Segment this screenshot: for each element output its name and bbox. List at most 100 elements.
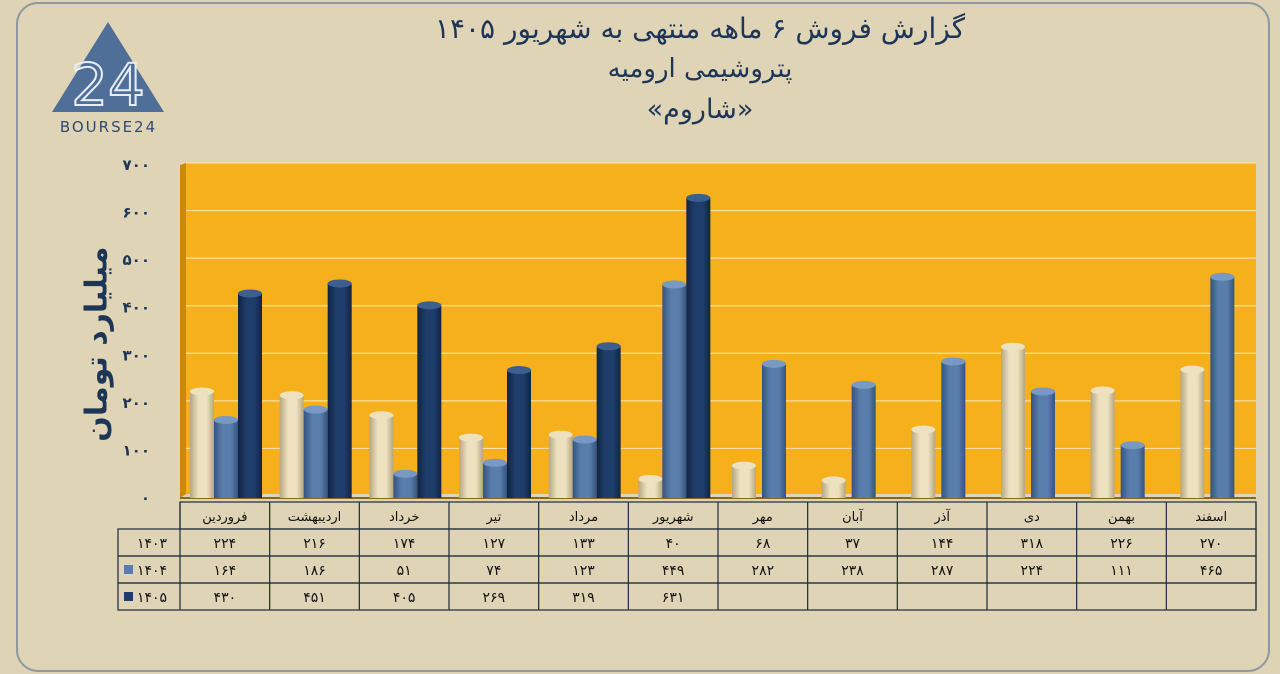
bar-۱۴۰۵ (238, 293, 262, 498)
bar-۱۴۰۳ (638, 478, 663, 498)
bar-cap (1031, 387, 1055, 396)
bar-cap (1210, 272, 1235, 281)
bar-۱۴۰۴ (662, 284, 687, 498)
data-label: ۱۱۱ (1110, 563, 1133, 579)
y-tick-label: ۱۰۰ (123, 441, 150, 459)
bar-۱۴۰۳ (459, 437, 483, 498)
chart-subtitle-symbol: «شاروم» (646, 94, 754, 125)
bar-cap (507, 366, 531, 375)
category-label: مرداد (569, 510, 598, 525)
category-label: تیر (485, 510, 501, 525)
bar-cap (596, 342, 621, 351)
bar-۱۴۰۴ (1210, 276, 1235, 498)
data-label: ۲۱۶ (303, 536, 326, 552)
bar-cap (1120, 441, 1145, 450)
category-label: دی (1024, 510, 1040, 525)
data-label: ۴۴۹ (662, 563, 685, 579)
category-label: اسفند (1195, 510, 1227, 525)
y-tick-label: ۰ (141, 489, 150, 507)
data-label: ۱۲۳ (572, 563, 595, 579)
data-label: ۴۳۰ (214, 590, 237, 606)
bar-cap (662, 280, 687, 289)
y-tick-label: ۲۰۰ (123, 394, 150, 412)
data-label: ۱۶۴ (214, 563, 237, 579)
bar-cap (190, 387, 214, 396)
bar-cap (548, 430, 573, 439)
bar-۱۴۰۵ (507, 370, 531, 498)
data-label: ۲۲۴ (214, 536, 237, 552)
data-label: ۲۳۸ (841, 563, 864, 579)
bar-cap (1090, 386, 1115, 395)
bar-cap (214, 415, 238, 424)
legend-swatch (124, 592, 133, 601)
data-label: ۶۸ (755, 536, 771, 552)
bar-cap (459, 433, 483, 442)
bar-۱۴۰۳ (279, 395, 304, 498)
bar-۱۴۰۵ (596, 346, 621, 498)
bourse24-logo-icon: 24 (52, 22, 164, 120)
bar-cap (638, 474, 663, 483)
y-tick-label: ۶۰۰ (123, 204, 150, 222)
bar-۱۴۰۳ (821, 480, 846, 498)
y-tick-label: ۴۰۰ (123, 299, 150, 317)
data-label: ۳۱۸ (1021, 536, 1044, 552)
data-label: ۴۵۱ (303, 590, 326, 606)
bar-۱۴۰۳ (369, 415, 394, 498)
bar-cap (238, 289, 262, 298)
data-label: ۳۷ (845, 536, 861, 552)
legend-label: ۱۴۰۴ (137, 563, 167, 579)
bar-۱۴۰۴ (483, 462, 507, 498)
category-label: شهریور (652, 510, 694, 525)
bar-cap (851, 380, 876, 389)
bar-۱۴۰۴ (941, 361, 966, 498)
bar-۱۴۰۴ (762, 363, 786, 498)
bar-cap (911, 425, 936, 434)
bar-cap (821, 476, 846, 485)
category-label: اردیبهشت (288, 510, 342, 525)
data-label: ۲۷۰ (1200, 536, 1223, 552)
bar-cap (1001, 342, 1025, 351)
data-label: ۴۰ (666, 536, 681, 552)
data-label: ۲۸۲ (752, 563, 775, 579)
bar-۱۴۰۳ (911, 429, 936, 498)
data-label: ۵۱ (397, 563, 412, 579)
category-label: خرداد (389, 510, 419, 525)
data-label: ۲۸۷ (931, 563, 954, 579)
table-row (117, 555, 1257, 584)
bar-cap (279, 391, 304, 400)
bar-۱۴۰۳ (1090, 390, 1115, 498)
bar-cap (417, 301, 442, 310)
bar-cap (393, 469, 418, 478)
plot-side-wall (180, 163, 186, 498)
bar-cap (732, 461, 756, 470)
chart-subtitle-company: پتروشیمی ارومیه (607, 54, 793, 84)
data-label: ۴۶۵ (1200, 563, 1223, 579)
bar-۱۴۰۳ (548, 434, 573, 498)
bar-cap (941, 357, 966, 366)
bar-۱۴۰۵ (417, 305, 442, 498)
category-label: آذر (933, 508, 951, 525)
bar-۱۴۰۴ (1031, 391, 1055, 498)
bar-۱۴۰۳ (190, 391, 214, 498)
bar-۱۴۰۴ (393, 473, 418, 498)
bar-۱۴۰۴ (303, 409, 328, 498)
data-label: ۲۶۹ (483, 590, 506, 606)
category-label: بهمن (1108, 510, 1135, 525)
bar-۱۴۰۳ (732, 465, 756, 498)
logo-mark: 24 (71, 51, 145, 119)
bar-cap (762, 359, 786, 368)
bar-۱۴۰۴ (214, 419, 238, 498)
bar-cap (369, 411, 394, 420)
data-label: ۱۲۷ (483, 536, 506, 552)
bar-۱۴۰۵ (327, 283, 352, 498)
data-label: ۱۷۴ (393, 536, 416, 552)
bar-۱۴۰۴ (851, 384, 876, 498)
bar-cap (572, 435, 597, 444)
data-label: ۱۳۳ (572, 536, 595, 552)
data-label: ۱۸۶ (303, 563, 326, 579)
data-label: ۳۱۹ (572, 590, 595, 606)
table-row (117, 528, 1257, 557)
bar-cap (1180, 365, 1205, 374)
category-label: آبان (842, 508, 864, 525)
